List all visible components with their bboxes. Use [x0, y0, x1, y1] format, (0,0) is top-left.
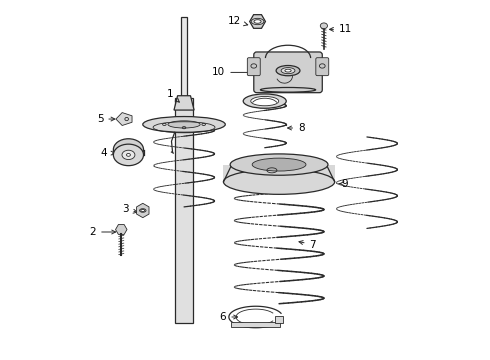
Text: 8: 8: [288, 123, 305, 133]
Text: 2: 2: [90, 227, 116, 237]
Ellipse shape: [122, 150, 135, 159]
Bar: [275, 316, 283, 323]
Polygon shape: [116, 113, 132, 126]
Bar: [113, 149, 144, 155]
Polygon shape: [174, 96, 194, 110]
FancyBboxPatch shape: [254, 52, 322, 93]
Ellipse shape: [141, 210, 145, 212]
Text: 3: 3: [122, 204, 137, 215]
Ellipse shape: [126, 153, 130, 156]
Ellipse shape: [223, 169, 335, 194]
Ellipse shape: [143, 117, 225, 132]
Ellipse shape: [140, 209, 146, 212]
Text: 7: 7: [299, 239, 316, 249]
Ellipse shape: [252, 158, 306, 171]
Ellipse shape: [254, 20, 261, 23]
Ellipse shape: [251, 18, 264, 24]
Ellipse shape: [285, 69, 291, 72]
Text: 10: 10: [212, 67, 255, 77]
Ellipse shape: [281, 68, 295, 74]
FancyBboxPatch shape: [247, 58, 260, 76]
Text: 4: 4: [100, 148, 115, 158]
Ellipse shape: [168, 121, 200, 128]
Text: 12: 12: [228, 17, 248, 27]
Ellipse shape: [276, 66, 300, 76]
Bar: [231, 322, 280, 327]
FancyBboxPatch shape: [316, 58, 329, 76]
Text: 5: 5: [97, 114, 115, 124]
Bar: [181, 17, 187, 98]
Ellipse shape: [113, 144, 144, 166]
Bar: [175, 98, 194, 323]
Bar: [223, 165, 335, 182]
Ellipse shape: [243, 94, 286, 108]
Ellipse shape: [251, 96, 279, 106]
Text: 9: 9: [339, 179, 348, 189]
Ellipse shape: [230, 154, 328, 175]
Text: 11: 11: [330, 24, 352, 35]
Ellipse shape: [320, 23, 327, 29]
Text: 1: 1: [167, 89, 179, 102]
Text: 6: 6: [220, 312, 238, 322]
Ellipse shape: [113, 139, 144, 160]
